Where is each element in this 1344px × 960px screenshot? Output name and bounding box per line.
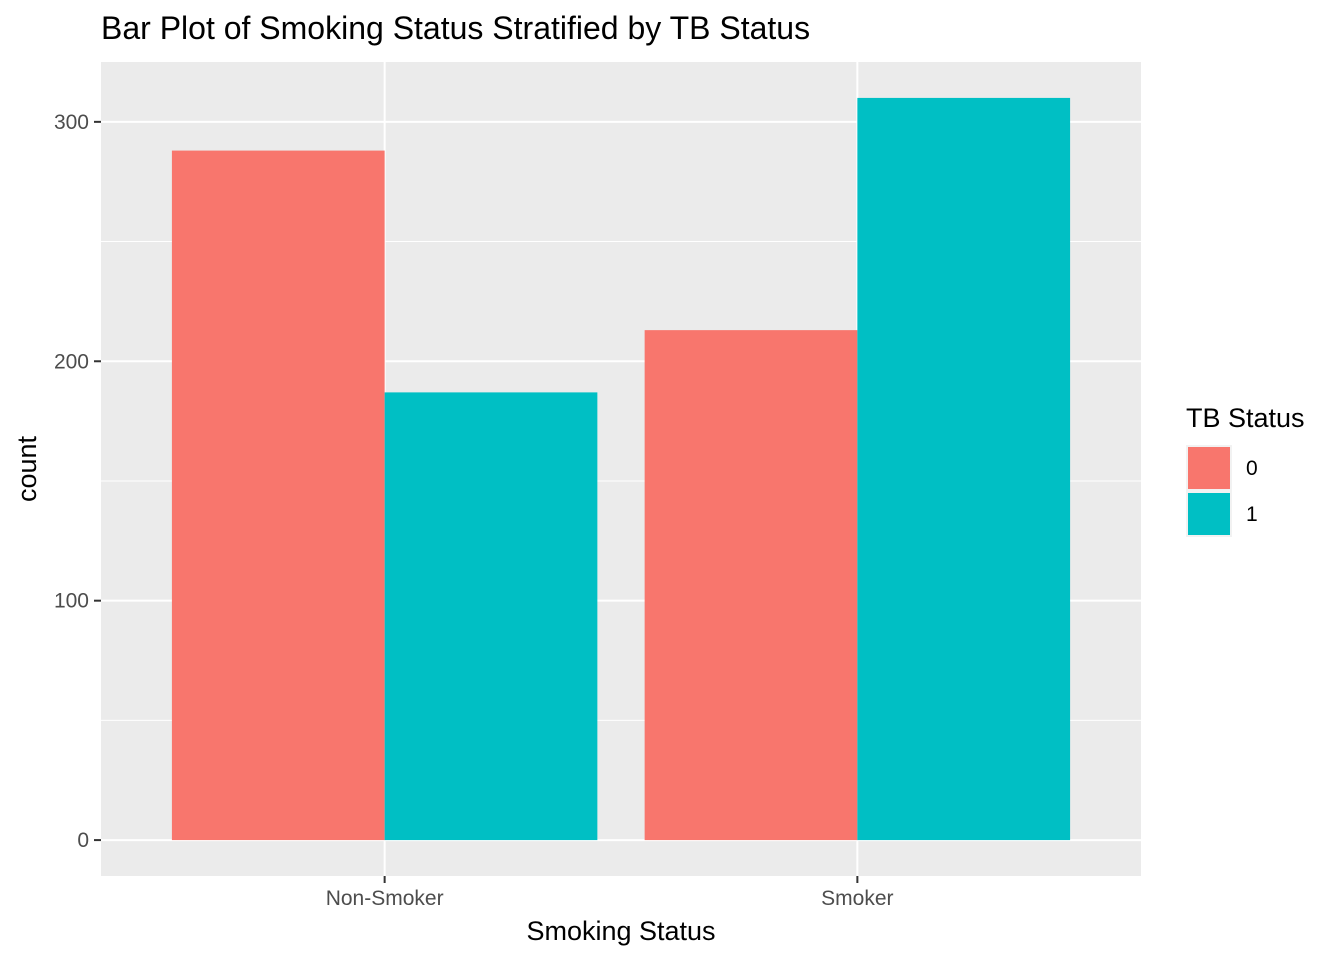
legend-label: 0 [1246, 457, 1258, 480]
y-axis-title: count [12, 435, 42, 502]
y-tick-label: 200 [54, 350, 89, 373]
legend-swatch [1188, 447, 1230, 489]
bar [171, 150, 385, 841]
legend-items: 01 [1186, 445, 1258, 537]
bars-layer [171, 97, 1071, 841]
chart-title: Bar Plot of Smoking Status Stratified by… [101, 10, 810, 46]
legend-title: TB Status [1186, 403, 1305, 433]
y-axis: 0 100 200 300 [54, 111, 101, 852]
legend-swatch [1188, 493, 1230, 535]
legend: TB Status 01 [1186, 403, 1305, 537]
x-tick-label: Non-Smoker [326, 887, 444, 910]
y-tick-label: 100 [54, 590, 89, 613]
y-tick-label: 0 [77, 829, 89, 852]
x-tick-label: Smoker [821, 887, 893, 910]
legend-label: 1 [1246, 503, 1258, 526]
x-axis-title: Smoking Status [526, 916, 715, 946]
bar [644, 330, 858, 841]
bar [384, 392, 598, 841]
bar [857, 97, 1071, 841]
x-axis: Non-Smoker Smoker [326, 876, 894, 910]
y-tick-label: 300 [54, 111, 89, 134]
